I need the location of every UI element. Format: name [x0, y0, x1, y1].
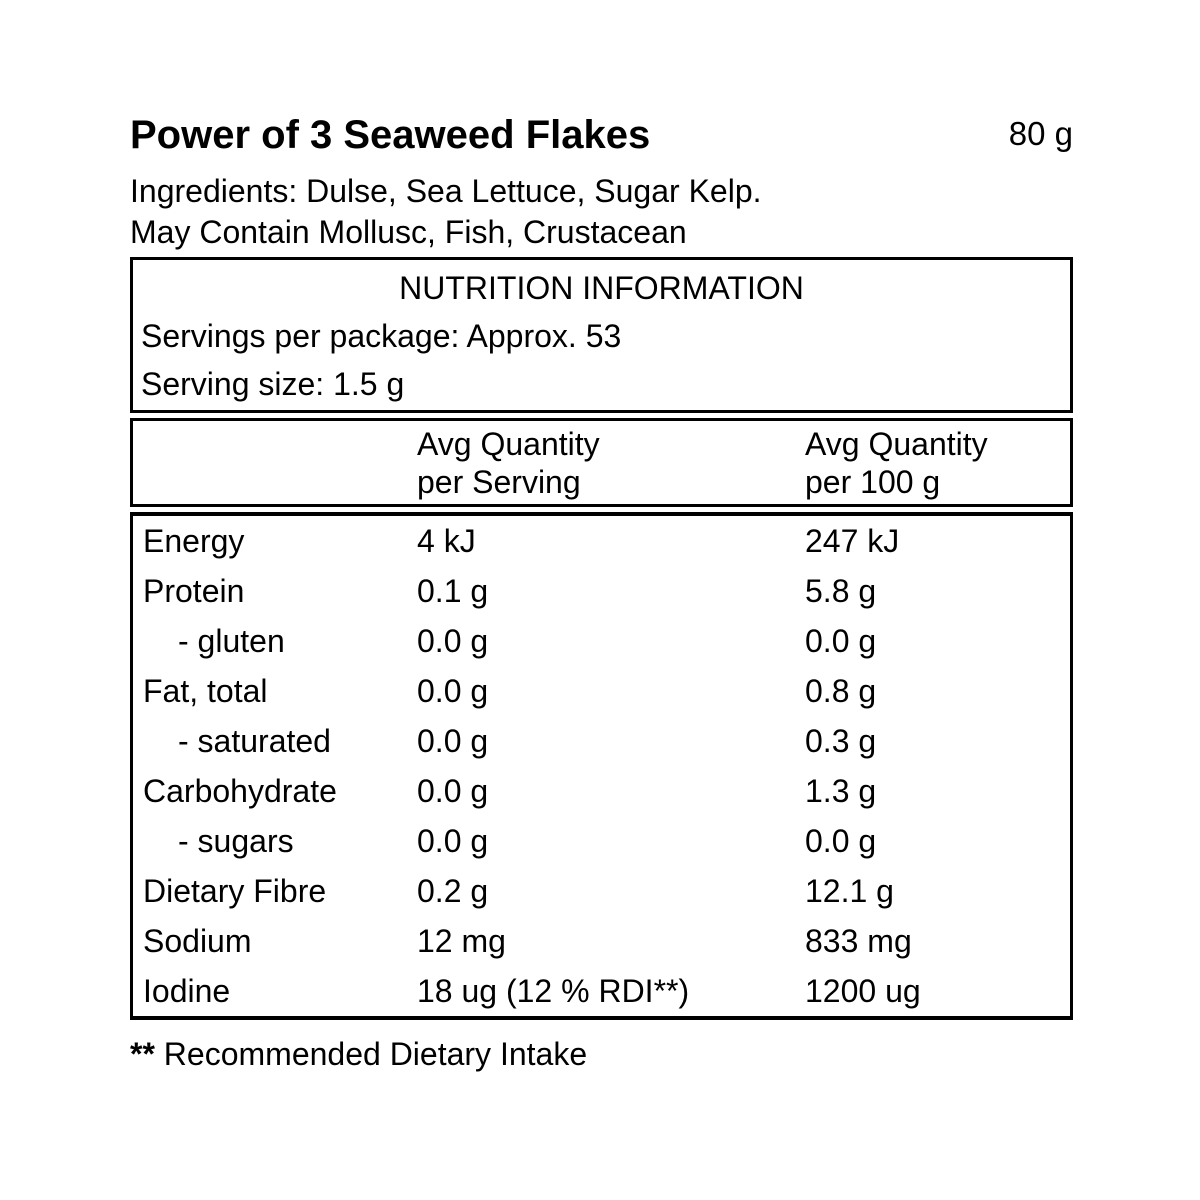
per-serving-value: 0.0 g — [417, 622, 489, 659]
panel-title: NUTRITION INFORMATION — [399, 270, 804, 306]
per-100g-value: 0.0 g — [805, 622, 877, 659]
nutrient-row: - sugars 0.0 g 0.0 g — [133, 816, 1070, 866]
nutrient-row: Sodium 12 mg 833 mg — [133, 916, 1070, 966]
per-serving-value: 0.1 g — [417, 572, 489, 609]
nutrient-name: Protein — [143, 572, 245, 609]
nutrient-row: Iodine 18 ug (12 % RDI**) 1200 ug — [133, 966, 1070, 1016]
per-serving-value: 0.0 g — [417, 822, 489, 859]
panel-info-box: NUTRITION INFORMATION Servings per packa… — [130, 257, 1073, 413]
nutrient-table: Energy 4 kJ 247 kJ Protein 0.1 g 5.8 g - glute… — [130, 512, 1073, 1020]
nutrient-row: Carbohydrate 0.0 g 1.3 g — [133, 766, 1070, 816]
per-100g-value: 1.3 g — [805, 772, 877, 809]
per-100g-value: 247 kJ — [805, 522, 900, 559]
col-header-per-100g: Avg Quantity per 100 g — [805, 425, 1070, 501]
servings-per-package: Servings per package: Approx. 53 — [141, 318, 622, 354]
nutrient-name: Dietary Fibre — [143, 872, 327, 909]
per-100g-value: 833 mg — [805, 922, 912, 959]
nutrient-row: Energy 4 kJ 247 kJ — [133, 516, 1070, 566]
per-serving-value: 4 kJ — [417, 522, 476, 559]
nutrient-row: Protein 0.1 g 5.8 g — [133, 566, 1070, 616]
col-header-per-serving-line1: Avg Quantity — [417, 426, 600, 462]
per-100g-value: 0.8 g — [805, 672, 877, 709]
per-serving-value: 12 mg — [417, 922, 506, 959]
nutrient-name: Sodium — [143, 922, 252, 959]
footnote-marker: ** — [130, 1036, 155, 1072]
nutrient-row: Fat, total 0.0 g 0.8 g — [133, 666, 1070, 716]
nutrient-row: - gluten 0.0 g 0.0 g — [133, 616, 1070, 666]
column-header-spacer — [143, 425, 417, 501]
nutrient-name: - saturated — [178, 722, 331, 759]
col-header-per-serving: Avg Quantity per Serving — [417, 425, 805, 501]
serving-size: Serving size: 1.5 g — [141, 366, 405, 402]
nutrition-label-page: Power of 3 Seaweed Flakes 80 g Ingredien… — [130, 0, 1073, 1074]
col-header-per-100g-line1: Avg Quantity — [805, 426, 988, 462]
footnote-text: Recommended Dietary Intake — [154, 1036, 588, 1072]
nutrient-name: Carbohydrate — [143, 772, 337, 809]
per-serving-value: 0.0 g — [417, 722, 489, 759]
col-header-per-serving-line2: per Serving — [417, 464, 581, 500]
column-header-box: Avg Quantity per Serving Avg Quantity pe… — [130, 418, 1073, 507]
footnote: ** Recommended Dietary Intake — [130, 1034, 1073, 1074]
nutrient-name: - sugars — [178, 822, 294, 859]
may-contain-line: May Contain Mollusc, Fish, Crustacean — [130, 214, 687, 250]
nutrient-name: Fat, total — [143, 672, 268, 709]
ingredients-line: Ingredients: Dulse, Sea Lettuce, Sugar K… — [130, 173, 762, 209]
net-weight: 80 g — [1008, 115, 1073, 152]
nutrient-name: Energy — [143, 522, 245, 559]
per-serving-value: 0.0 g — [417, 772, 489, 809]
per-serving-value: 0.0 g — [417, 672, 489, 709]
per-100g-value: 0.0 g — [805, 822, 877, 859]
per-100g-value: 5.8 g — [805, 572, 877, 609]
per-serving-value: 18 ug (12 % RDI**) — [417, 972, 690, 1009]
nutrient-name: - gluten — [178, 622, 285, 659]
label-header: Power of 3 Seaweed Flakes 80 g — [130, 112, 1073, 158]
per-serving-value: 0.2 g — [417, 872, 489, 909]
per-100g-value: 12.1 g — [805, 872, 894, 909]
per-100g-value: 0.3 g — [805, 722, 877, 759]
col-header-per-100g-line2: per 100 g — [805, 464, 941, 500]
column-header-row: Avg Quantity per Serving Avg Quantity pe… — [133, 421, 1070, 504]
per-100g-value: 1200 ug — [805, 972, 921, 1009]
product-title: Power of 3 Seaweed Flakes — [130, 113, 651, 157]
nutrient-row: - saturated 0.0 g 0.3 g — [133, 716, 1070, 766]
nutrient-name: Iodine — [143, 972, 231, 1009]
nutrient-row: Dietary Fibre 0.2 g 12.1 g — [133, 866, 1070, 916]
